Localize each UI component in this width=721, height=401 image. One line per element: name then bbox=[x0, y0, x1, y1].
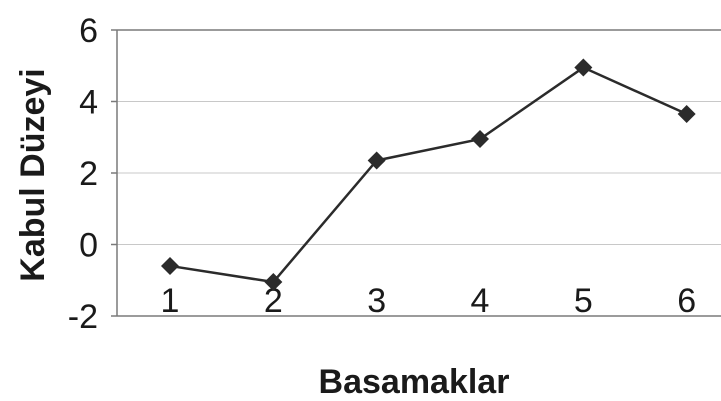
data-series bbox=[161, 58, 696, 292]
x-tick-label: 3 bbox=[367, 282, 386, 320]
x-tick-labels: 1 2 3 4 5 6 bbox=[161, 282, 697, 320]
data-point-marker bbox=[367, 151, 386, 170]
x-tick-label: 4 bbox=[471, 282, 490, 320]
y-tick-label: 4 bbox=[79, 84, 98, 122]
y-tick-label: 6 bbox=[79, 12, 98, 50]
y-tick-labels: -2 0 2 4 6 bbox=[68, 12, 117, 336]
data-point-marker bbox=[161, 256, 179, 275]
x-tick-label: 2 bbox=[264, 282, 283, 320]
x-axis-title: Basamaklar bbox=[319, 363, 510, 401]
y-tick-label: 2 bbox=[79, 155, 98, 193]
data-point-marker bbox=[677, 105, 696, 124]
y-axis-title: Kabul Düzeyi bbox=[14, 68, 52, 281]
y-tick-label: 0 bbox=[79, 227, 98, 265]
data-point-marker bbox=[264, 273, 283, 292]
data-point-marker bbox=[471, 130, 489, 149]
x-tick-label: 6 bbox=[677, 282, 696, 320]
grid-lines bbox=[117, 29, 721, 245]
data-point-marker bbox=[574, 58, 593, 77]
x-tick-label: 1 bbox=[161, 282, 180, 320]
series-line bbox=[169, 66, 688, 284]
x-tick-label: 5 bbox=[574, 282, 593, 320]
y-tick-label: -2 bbox=[68, 298, 98, 336]
